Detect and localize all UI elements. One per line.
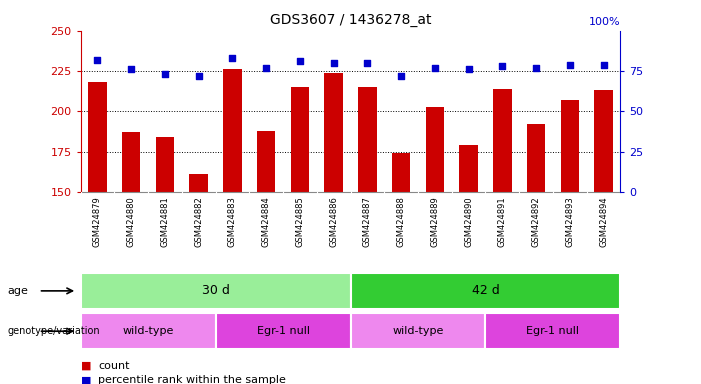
- Bar: [350, 273, 620, 309]
- Point: [564, 61, 576, 68]
- Text: percentile rank within the sample: percentile rank within the sample: [98, 375, 286, 384]
- Text: GSM424886: GSM424886: [329, 196, 338, 247]
- Text: GSM424884: GSM424884: [261, 196, 271, 247]
- Bar: [526, 124, 545, 192]
- Bar: [459, 145, 478, 192]
- Bar: [81, 273, 350, 309]
- Text: GSM424879: GSM424879: [93, 196, 102, 247]
- Point: [294, 58, 306, 65]
- Title: GDS3607 / 1436278_at: GDS3607 / 1436278_at: [270, 13, 431, 27]
- Bar: [350, 313, 485, 349]
- Bar: [493, 89, 512, 192]
- Bar: [485, 313, 620, 349]
- Text: 100%: 100%: [589, 18, 620, 28]
- Bar: [156, 137, 175, 192]
- Text: age: age: [7, 286, 28, 296]
- Bar: [88, 82, 107, 192]
- Text: ■: ■: [81, 361, 91, 371]
- Bar: [291, 87, 309, 192]
- Point: [362, 60, 373, 66]
- Point: [159, 71, 170, 77]
- Bar: [257, 131, 275, 192]
- Point: [328, 60, 339, 66]
- Text: GSM424892: GSM424892: [531, 196, 540, 247]
- Text: GSM424889: GSM424889: [430, 196, 440, 247]
- Point: [497, 63, 508, 69]
- Text: GSM424894: GSM424894: [599, 196, 608, 247]
- Text: 30 d: 30 d: [202, 285, 229, 297]
- Text: ■: ■: [81, 375, 91, 384]
- Bar: [561, 100, 579, 192]
- Bar: [358, 87, 376, 192]
- Text: GSM424890: GSM424890: [464, 196, 473, 247]
- Bar: [325, 73, 343, 192]
- Bar: [594, 90, 613, 192]
- Point: [227, 55, 238, 61]
- Bar: [392, 153, 410, 192]
- Point: [531, 65, 542, 71]
- Text: wild-type: wild-type: [123, 326, 174, 336]
- Bar: [223, 70, 242, 192]
- Point: [261, 65, 272, 71]
- Text: GSM424887: GSM424887: [363, 196, 372, 247]
- Bar: [122, 132, 140, 192]
- Point: [395, 73, 407, 79]
- Point: [463, 66, 474, 73]
- Bar: [216, 313, 350, 349]
- Text: GSM424891: GSM424891: [498, 196, 507, 247]
- Text: count: count: [98, 361, 130, 371]
- Bar: [189, 174, 208, 192]
- Text: Egr-1 null: Egr-1 null: [526, 326, 580, 336]
- Point: [598, 61, 609, 68]
- Point: [193, 73, 204, 79]
- Text: GSM424885: GSM424885: [295, 196, 304, 247]
- Text: wild-type: wild-type: [393, 326, 444, 336]
- Point: [125, 66, 137, 73]
- Bar: [426, 106, 444, 192]
- Text: Egr-1 null: Egr-1 null: [257, 326, 310, 336]
- Text: genotype/variation: genotype/variation: [7, 326, 100, 336]
- Text: GSM424893: GSM424893: [565, 196, 574, 247]
- Text: GSM424888: GSM424888: [397, 196, 406, 247]
- Text: GSM424880: GSM424880: [127, 196, 136, 247]
- Point: [92, 57, 103, 63]
- Bar: [81, 313, 216, 349]
- Text: 42 d: 42 d: [472, 285, 499, 297]
- Text: GSM424881: GSM424881: [161, 196, 170, 247]
- Text: GSM424882: GSM424882: [194, 196, 203, 247]
- Text: GSM424883: GSM424883: [228, 196, 237, 247]
- Point: [429, 65, 440, 71]
